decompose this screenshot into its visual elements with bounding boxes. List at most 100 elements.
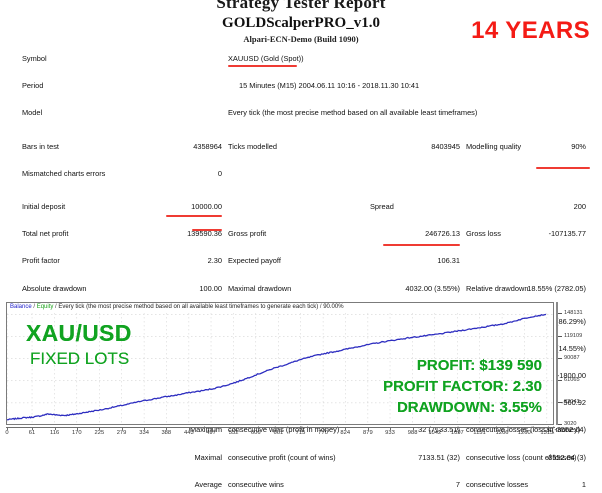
- largest-loss-value: -1800.00: [556, 371, 586, 381]
- table-row-drawdown: Absolute drawdown 100.00 Maximal drawdow…: [0, 284, 602, 297]
- table-row-symbol: Symbol XAUUSD (Gold (Spot)): [0, 54, 602, 67]
- x-tick-mark: [434, 427, 436, 430]
- table-row-maximal: Maximal consecutive profit (count of win…: [0, 453, 602, 466]
- x-tick-mark: [546, 427, 548, 430]
- maximal-prefix: Maximal: [194, 452, 222, 462]
- x-tick-mark: [412, 427, 414, 430]
- max-losses-label: consecutive losses (loss in money): [466, 425, 581, 435]
- y-tick-label: 119109: [564, 332, 583, 339]
- x-tick-label: 1260: [517, 430, 531, 436]
- underline-symbol: [228, 65, 297, 67]
- annotation-profit-factor: PROFIT FACTOR: 2.30: [383, 379, 542, 394]
- model-label: Model: [22, 108, 43, 118]
- x-tick-label: 279: [116, 430, 127, 436]
- annotation-drawdown: DRAWDOWN: 3.55%: [397, 400, 542, 415]
- reldd-value: 18.55% (2782.05): [527, 283, 586, 293]
- x-tick-mark: [457, 427, 459, 430]
- x-tick-mark: [323, 427, 325, 430]
- payoff-label: Expected payoff: [228, 256, 281, 266]
- payoff-value: 106.31: [437, 256, 460, 266]
- legend-equity: Equity: [36, 304, 54, 310]
- maxdd-label: Maximal drawdown: [228, 283, 292, 293]
- annotation-profit-value: $139 590: [479, 357, 542, 374]
- x-tick-mark: [390, 427, 392, 430]
- quality-label: Modelling quality: [466, 141, 522, 151]
- chart-x-axis: 0 61 116 170 225 279 334 388 443 497 552 606 661 715 7…: [0, 427, 602, 445]
- x-tick-mark: [300, 427, 302, 430]
- equity-curve-svg: [7, 313, 553, 424]
- x-tick-label: 1315: [540, 430, 554, 436]
- maximum-prefix: Maximum: [189, 425, 222, 435]
- x-tick-label: 116: [49, 430, 60, 436]
- max-losses-value: 3 (-3552.04): [545, 425, 586, 435]
- table-row-profit-factor: Profit factor 2.30 Expected payoff 106.3…: [0, 256, 602, 269]
- equity-chart: Balance / Equity / Every tick (the most …: [6, 302, 554, 425]
- chart-gridlines: [7, 313, 553, 424]
- annotation-profit: PROFIT: $139 590: [417, 358, 542, 373]
- x-tick-label: 388: [161, 430, 172, 436]
- legend-quality: 90.00%: [323, 304, 344, 310]
- table-row-model: Model Every tick (the most precise metho…: [0, 108, 602, 121]
- x-tick-label: 1097: [450, 430, 464, 436]
- spread-value: 200: [573, 201, 586, 211]
- x-tick-mark: [54, 427, 56, 430]
- x-tick-mark: [188, 427, 190, 430]
- annotation-pair: XAU/USD: [26, 320, 132, 346]
- strategy-tester-table: Symbol XAUUSD (Gold (Spot)) Period 15 Mi…: [0, 54, 602, 489]
- netprofit-label: Total net profit: [22, 229, 69, 239]
- symbol-value: XAUUSD (Gold (Spot)): [228, 54, 304, 63]
- y-tick-label: 148131: [564, 310, 583, 317]
- table-row-deposit: Initial deposit 10000.00 Spread 200: [0, 202, 602, 215]
- x-tick-label: 0: [5, 430, 9, 436]
- y-tick-mark: [558, 313, 562, 315]
- legend-model: Every tick (the most precise method base…: [58, 304, 319, 310]
- x-tick-label: 225: [94, 430, 105, 436]
- y-tick-label: 32043: [564, 398, 580, 405]
- y-tick-mark: [558, 424, 562, 425]
- x-tick-mark: [99, 427, 101, 430]
- x-tick-label: 606: [250, 430, 261, 436]
- max-wins-label: consecutive wins (profit in money): [228, 425, 340, 435]
- spread-label: Spread: [370, 201, 394, 211]
- model-value: Every tick (the most precise method base…: [228, 108, 478, 118]
- avgcons-prefix: Average: [194, 479, 222, 489]
- balance-line: [7, 313, 547, 421]
- absdd-label: Absolute drawdown: [22, 283, 87, 293]
- maximal-loss-value: -3552.04 (3): [545, 452, 586, 462]
- table-row-avg-consecutive: Average consecutive wins 7 consecutive l…: [0, 480, 602, 493]
- x-tick-mark: [345, 427, 347, 430]
- x-tick-label: 933: [385, 430, 395, 436]
- x-tick-mark: [479, 427, 481, 430]
- bars-label: Bars in test: [22, 141, 59, 151]
- average-loss-value: -560.92: [560, 398, 586, 408]
- table-row-bars: Bars in test 4358964 Ticks modelled 8403…: [0, 142, 602, 155]
- chart-legend: Balance / Equity / Every tick (the most …: [10, 304, 344, 310]
- avg-losses-label: consecutive losses: [466, 479, 529, 489]
- deposit-label: Initial deposit: [22, 201, 66, 211]
- annotation-pf-label: PROFIT FACTOR:: [383, 378, 513, 395]
- period-value: 15 Minutes (M15) 2004.06.11 10:16 - 2018…: [239, 81, 420, 91]
- avg-losses-value: 1: [581, 479, 586, 489]
- quality-value: 90%: [571, 141, 586, 151]
- x-tick-label: 988: [407, 430, 418, 436]
- y-tick-mark: [558, 401, 562, 403]
- table-row-mismatch: Mismatched charts errors 0: [0, 169, 602, 182]
- avg-wins-label: consecutive wins: [228, 479, 284, 489]
- annotation-lots: FIXED LOTS: [30, 349, 130, 368]
- years-badge: 14 YEARS: [471, 17, 590, 44]
- reldd-label: Relative drawdown: [466, 283, 529, 293]
- grossprofit-label: Gross profit: [228, 229, 267, 239]
- underline-quality: [536, 167, 590, 169]
- report-header: Strategy Tester Report GOLDScalperPRO_v1…: [0, 0, 602, 45]
- losstrades-value: 191 (14.55%): [541, 343, 586, 353]
- long-value: 642 (86.29%): [541, 316, 586, 326]
- netprofit-value: 139590.36: [187, 229, 222, 239]
- y-tick-label: 3020: [564, 421, 577, 427]
- x-tick-label: 661: [273, 430, 284, 436]
- maxdd-value: 4032.00 (3.55%): [405, 283, 460, 293]
- x-tick-label: 770: [318, 430, 328, 436]
- ticks-label: Ticks modelled: [228, 141, 278, 151]
- period-label: Period: [22, 81, 44, 91]
- x-tick-mark: [367, 427, 369, 430]
- y-tick-mark: [558, 379, 562, 381]
